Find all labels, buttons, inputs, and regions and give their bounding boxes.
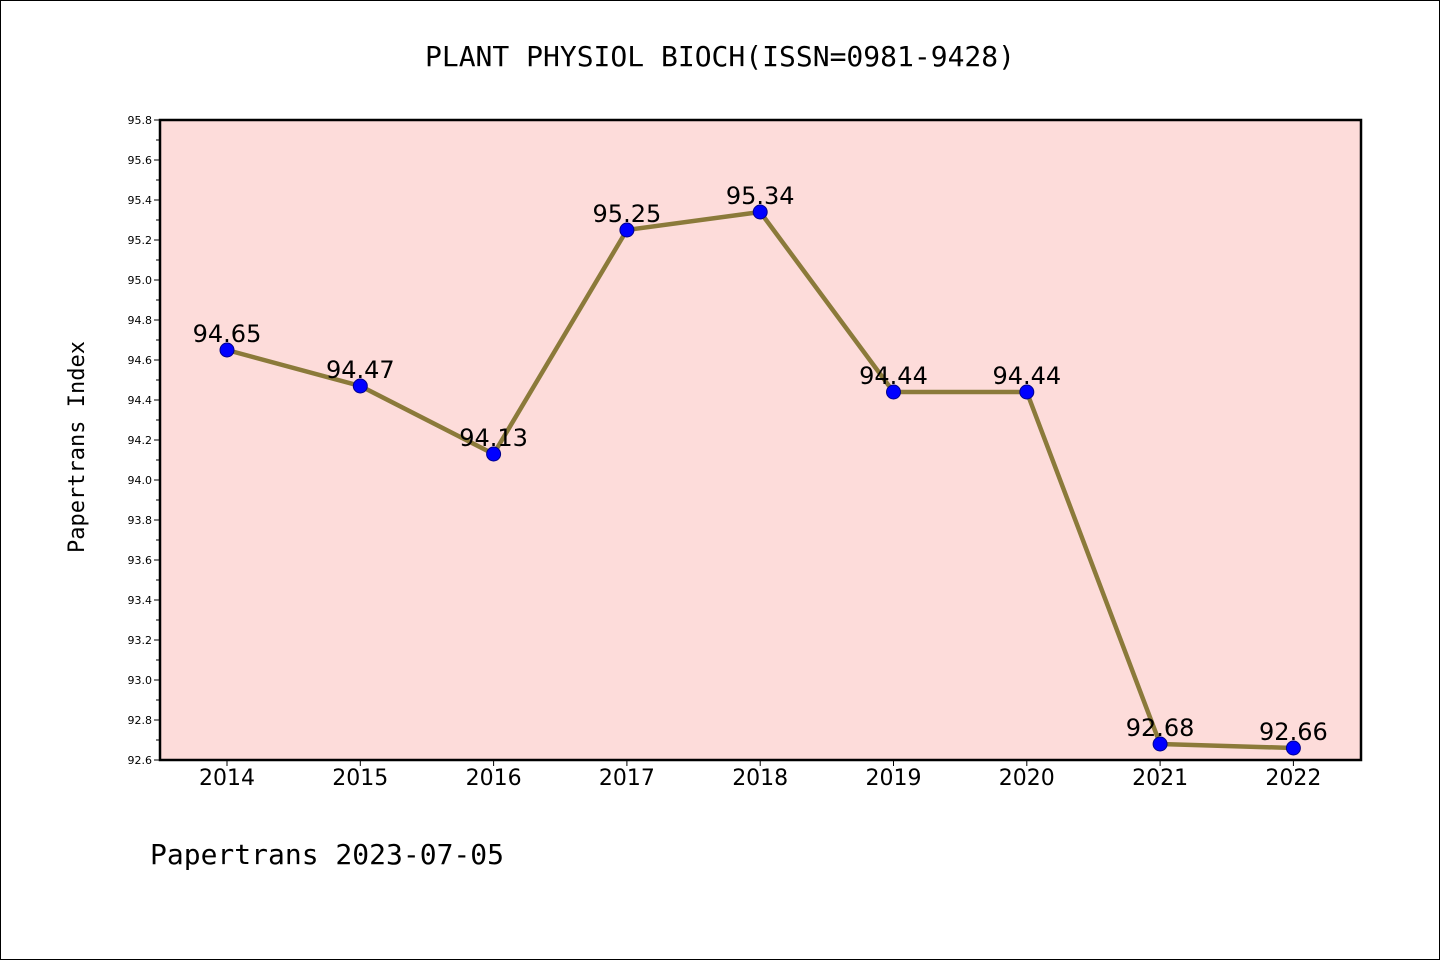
x-tick-label: 2017: [599, 766, 655, 791]
data-label: 92.66: [1259, 718, 1328, 746]
data-label: 94.65: [193, 320, 262, 348]
x-tick-label: 2020: [999, 766, 1055, 791]
y-tick-label: 94.6: [128, 354, 153, 367]
data-point: [1152, 736, 1168, 752]
x-tick-label: 2015: [332, 766, 388, 791]
y-tick-label: 95.2: [128, 234, 153, 247]
y-tick-label: 93.6: [128, 554, 153, 567]
y-tick-label: 94.2: [128, 434, 153, 447]
y-tick-label: 94.0: [128, 474, 153, 487]
plot-area: [158, 118, 1363, 762]
data-point: [352, 378, 368, 394]
y-tick-label: 92.8: [128, 714, 153, 727]
x-tick-label: 2018: [732, 766, 788, 791]
data-label: 94.47: [326, 356, 395, 384]
y-axis: 92.6 92.8 93.0 93.2 93.4 93.6 93.8 94.0 94.2 94.4…: [128, 114, 160, 767]
data-labels: 94.65 94.47 94.13 95.25 95.34 94.44 94.44 92.68…: [193, 182, 1328, 746]
data-label: 94.44: [859, 362, 928, 390]
x-tick-label: 2016: [466, 766, 522, 791]
y-tick-label: 93.2: [128, 634, 153, 647]
chart-title: PLANT PHYSIOL BIOCH(ISSN=0981-9428): [425, 40, 1015, 73]
data-point: [1285, 740, 1301, 756]
data-label: 94.13: [459, 424, 528, 452]
data-point: [752, 204, 768, 220]
y-tick-label: 92.6: [128, 754, 153, 767]
data-points: [219, 204, 1301, 756]
footer-note: Papertrans 2023-07-05: [150, 838, 504, 871]
data-point: [486, 446, 502, 462]
y-tick-label: 93.0: [128, 674, 153, 687]
data-point: [219, 342, 235, 358]
y-tick-label: 93.4: [128, 594, 153, 607]
y-tick-label: 95.4: [128, 194, 153, 207]
x-axis: 2014 2015 2016 2017 2018 2019 2020 2021 2022: [199, 760, 1321, 791]
data-label: 92.68: [1126, 714, 1195, 742]
y-tick-label: 95.0: [128, 274, 153, 287]
data-label: 95.25: [593, 200, 662, 228]
y-tick-label: 94.4: [128, 394, 153, 407]
data-label: 94.44: [992, 362, 1061, 390]
y-tick-label: 93.8: [128, 514, 153, 527]
data-point: [619, 222, 635, 238]
y-tick-label: 95.6: [128, 154, 153, 167]
y-tick-label: 95.8: [128, 114, 153, 127]
data-label: 95.34: [726, 182, 795, 210]
data-point: [1019, 384, 1035, 400]
data-point: [886, 384, 901, 400]
y-axis-label: Papertrans Index: [65, 341, 90, 553]
x-tick-label: 2019: [866, 766, 922, 791]
x-tick-label: 2022: [1265, 766, 1321, 791]
x-tick-label: 2021: [1132, 766, 1188, 791]
y-tick-label: 94.8: [128, 314, 153, 327]
x-tick-label: 2014: [199, 766, 255, 791]
